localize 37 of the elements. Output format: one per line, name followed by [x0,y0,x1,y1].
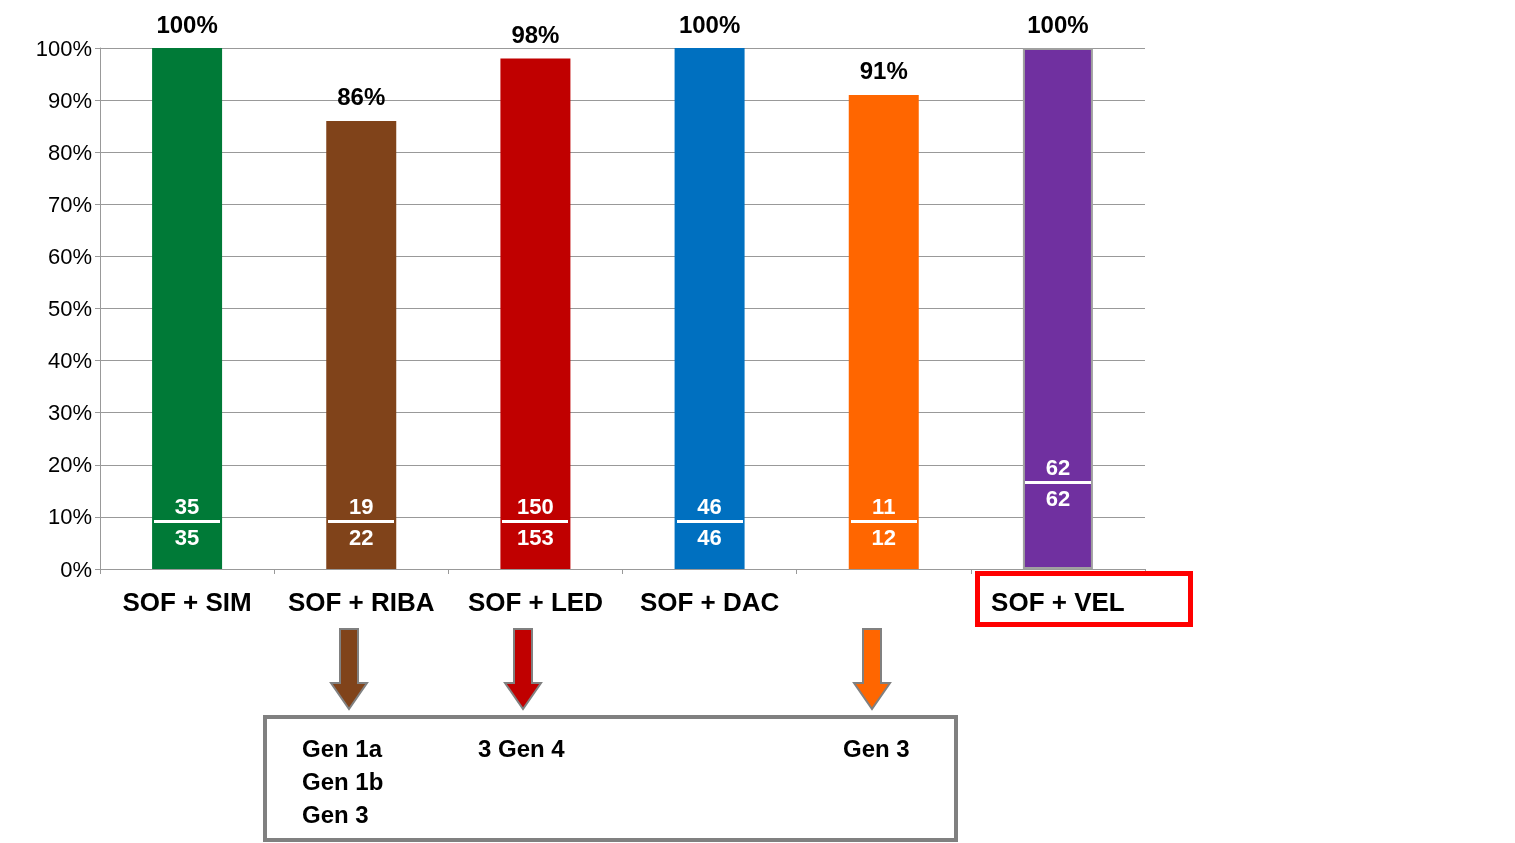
text: Gen 3 [843,734,910,764]
data-label: 100% [678,10,741,38]
annotation: 22 [348,525,375,551]
x-tick-label: SOF + RIBA [287,587,435,617]
annotation: 153 [516,525,555,551]
annotation: 150 [502,494,569,523]
y-tick-label: 90% [47,87,92,113]
annotation: 19 [328,494,395,523]
annotation: 35 [173,525,201,551]
text: 3 Gen 4 [478,734,565,764]
x-tick-label: SOF + LED [467,587,603,617]
annotation: 46 [676,494,743,523]
y-tick-label: 20% [47,452,92,478]
y-tick-label: 100% [35,35,92,61]
data-label: 100% [1027,10,1089,38]
y-tick-label: 30% [47,400,92,426]
y-tick-label: 60% [47,243,92,269]
annotation: 11 [850,494,917,523]
x-tick-label: SOF + VEL [991,587,1125,617]
x-tick-label: SOF + SIM [122,587,252,617]
data-label: 100% [156,10,218,38]
y-tick-label: 0% [60,556,92,582]
y-tick-label: 40% [47,348,92,374]
y-tick-label: 70% [47,191,92,217]
annotation: 62 [1044,486,1072,512]
y-tick-label: 10% [47,504,92,530]
y-tick-label: 50% [47,296,92,321]
x-tick-label: SOF + DAC [639,587,780,617]
data-label: 86% [337,83,386,111]
text: Gen 1a Gen 1b Gen 3 [302,734,384,830]
annotation: 35 [154,494,221,523]
data-label: 91% [859,57,908,85]
y-tick-label: 80% [47,139,92,165]
annotation: 62 [1024,455,1091,484]
annotation: 12 [870,525,897,551]
data-label: 98% [511,20,560,48]
annotation: 46 [696,525,723,551]
